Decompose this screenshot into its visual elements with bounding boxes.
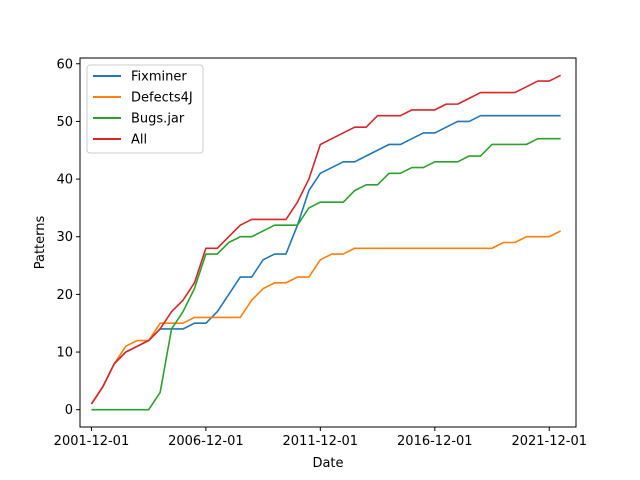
series-line-defects4j <box>90 230 562 405</box>
y-tick-label: 30 <box>56 230 73 245</box>
series-line-bugs-jar <box>91 137 561 411</box>
plot-frame <box>79 57 577 428</box>
y-tick-label: 20 <box>56 288 73 303</box>
x-tick-label: 2001-12-01 <box>54 434 130 449</box>
x-axis: 2001-12-01 2006-12-01 2011-12-01 2016-12-01… <box>54 427 587 449</box>
x-axis-title: Date <box>312 456 343 471</box>
x-tick-label: 2016-12-01 <box>397 434 473 449</box>
legend-label-all: All <box>131 133 147 148</box>
x-tick-label: 2006-12-01 <box>168 434 244 449</box>
series-line-all <box>90 74 562 405</box>
plot-lines <box>90 74 562 411</box>
series-line-fixminer <box>90 114 561 405</box>
x-tick-label: 2021-12-01 <box>511 434 587 449</box>
legend-label-defects4j: Defects4J <box>131 91 193 106</box>
y-tick-label: 10 <box>56 346 73 361</box>
legend: Fixminer Defects4J Bugs.jar All <box>86 64 204 154</box>
y-tick-label: 60 <box>56 57 73 72</box>
legend-box <box>86 64 204 154</box>
legend-label-fixminer: Fixminer <box>131 70 187 85</box>
y-axis-title: Patterns <box>33 216 48 270</box>
legend-label-bugs-jar: Bugs.jar <box>131 112 185 127</box>
y-axis: 0 10 20 30 40 50 60 <box>56 57 80 418</box>
x-tick-label: 2011-12-01 <box>283 434 359 449</box>
y-tick-label: 40 <box>56 173 73 188</box>
y-tick-label: 0 <box>65 403 73 418</box>
y-tick-label: 50 <box>56 115 73 130</box>
